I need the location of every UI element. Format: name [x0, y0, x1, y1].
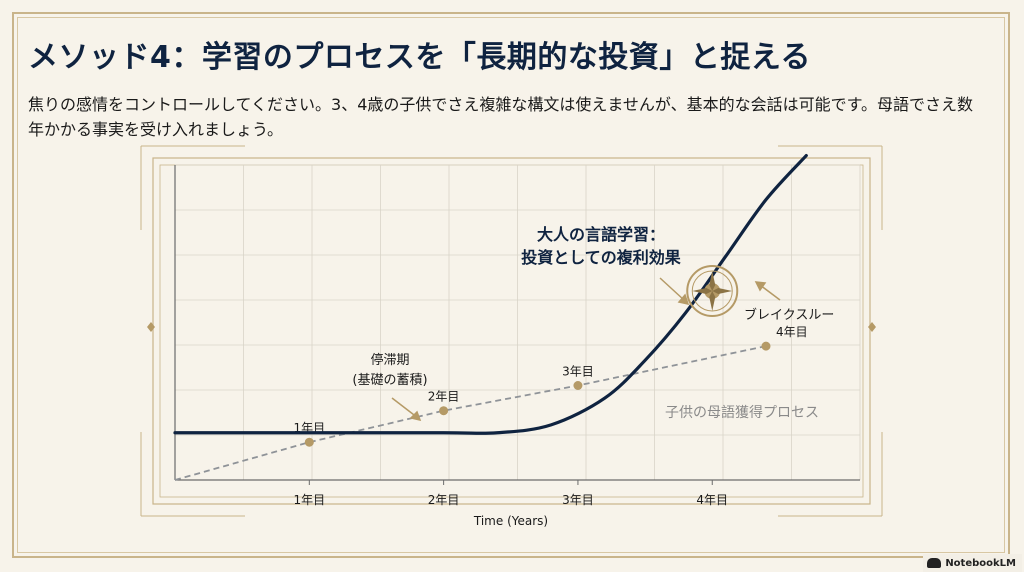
series-child-line [174, 345, 767, 481]
annotation-arrows [391, 277, 781, 422]
frame-ornament-left [147, 322, 155, 332]
notebooklm-label: NotebookLM [945, 557, 1016, 569]
x-axis-label: Time (Years) [473, 514, 548, 528]
x-tick-label: 1年目 [293, 493, 325, 507]
data-point [439, 406, 449, 416]
annotation-stagnation-title: 停滞期 [370, 352, 409, 368]
data-point-label: 4年目 [776, 325, 808, 339]
chart-decorative-frame [140, 145, 883, 517]
data-point [304, 437, 314, 447]
annotation-child-process: 子供の母語獲得プロセス [665, 404, 819, 421]
annotation-breakthrough: ブレイクスルー [744, 307, 834, 323]
data-point-label: 3年目 [562, 365, 594, 379]
chart-axes [174, 165, 860, 481]
annotation-stagnation-subtitle: (基礎の蓄積) [352, 373, 427, 388]
x-tick-label: 4年目 [696, 493, 728, 507]
compass-icon [686, 265, 739, 317]
x-tick-labels: 1年目 2年目 3年目 4年目 [293, 480, 728, 507]
frame-ornament-right [868, 322, 876, 332]
data-point [761, 341, 771, 351]
annotation-adult-subtitle: 投資としての複利効果 [521, 248, 681, 267]
outer-frame [12, 12, 1010, 558]
series-adult-line [173, 153, 808, 435]
slide-title: メソッド4：学習のプロセスを「長期的な投資」と捉える [28, 40, 811, 75]
inner-frame [17, 17, 1005, 553]
x-tick-label: 2年目 [428, 493, 460, 507]
annotation-adult-title: 大人の言語学習： [537, 225, 665, 244]
chart-grid [174, 164, 861, 481]
notebooklm-badge: NotebookLM [923, 554, 1022, 572]
slide-description: 焦りの感情をコントロールしてください。3、4歳の子供でさえ複雑な構文は使えません… [28, 95, 974, 139]
notebooklm-logo-icon [927, 558, 942, 568]
x-tick-label: 3年目 [562, 493, 594, 507]
data-point [573, 381, 583, 390]
data-point-label: 2年目 [428, 390, 460, 404]
